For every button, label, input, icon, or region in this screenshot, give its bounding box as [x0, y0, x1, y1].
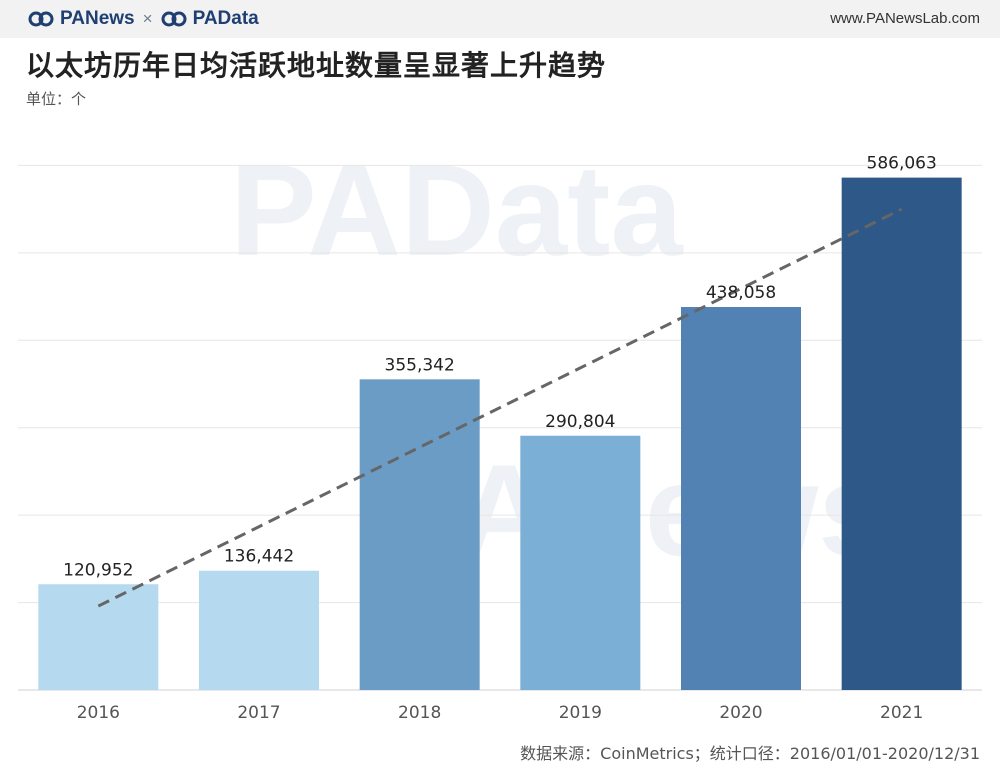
- x-tick-2018: 2018: [398, 703, 441, 723]
- panews-logo-icon: [28, 11, 54, 27]
- unit-label: 单位：个: [26, 90, 87, 108]
- data-source-note: 数据来源：CoinMetrics；统计口径：2016/01/01-2020/12…: [520, 744, 980, 763]
- bar-2019: [520, 435, 641, 690]
- website-link[interactable]: www.PANewsLab.com: [830, 10, 980, 27]
- value-label-2020: 438,058: [706, 283, 776, 303]
- chart-title: 以太坊历年日均活跃地址数量呈显著上升趋势: [26, 49, 607, 82]
- x-tick-2017: 2017: [237, 703, 280, 723]
- watermark-padata: PAData: [230, 137, 684, 283]
- x-tick-2019: 2019: [559, 703, 602, 723]
- bar-2016: [38, 584, 159, 690]
- top-banner: [0, 0, 1000, 38]
- x-tick-2021: 2021: [880, 703, 923, 723]
- trendline: [97, 207, 903, 608]
- x-tick-2020: 2020: [719, 703, 762, 723]
- value-label-2021: 586,063: [867, 154, 937, 174]
- brand-logos: PANews × PAData: [28, 6, 259, 32]
- value-label-2016: 120,952: [63, 560, 133, 580]
- brand-separator: ×: [142, 9, 153, 28]
- value-label-2017: 136,442: [224, 547, 294, 567]
- bar-2021: [841, 177, 962, 690]
- x-axis-ticks: 2016 2017 2018 2019 2020 2021: [77, 703, 924, 723]
- bar-2020: [681, 307, 801, 690]
- value-labels: 120,952 136,442 355,342 290,804 438,058 586,0…: [63, 154, 937, 581]
- x-tick-2016: 2016: [77, 703, 120, 723]
- bar-2018: [359, 379, 480, 690]
- brand-padata: PAData: [192, 8, 259, 29]
- trendline-layer: [97, 207, 903, 608]
- bars: [38, 177, 962, 690]
- value-label-2018: 355,342: [385, 355, 455, 375]
- padata-logo-icon: [161, 11, 187, 27]
- brand-panews: PANews: [60, 8, 135, 29]
- value-label-2019: 290,804: [545, 412, 615, 432]
- bar-2017: [199, 570, 319, 690]
- gridlines: [18, 164, 982, 691]
